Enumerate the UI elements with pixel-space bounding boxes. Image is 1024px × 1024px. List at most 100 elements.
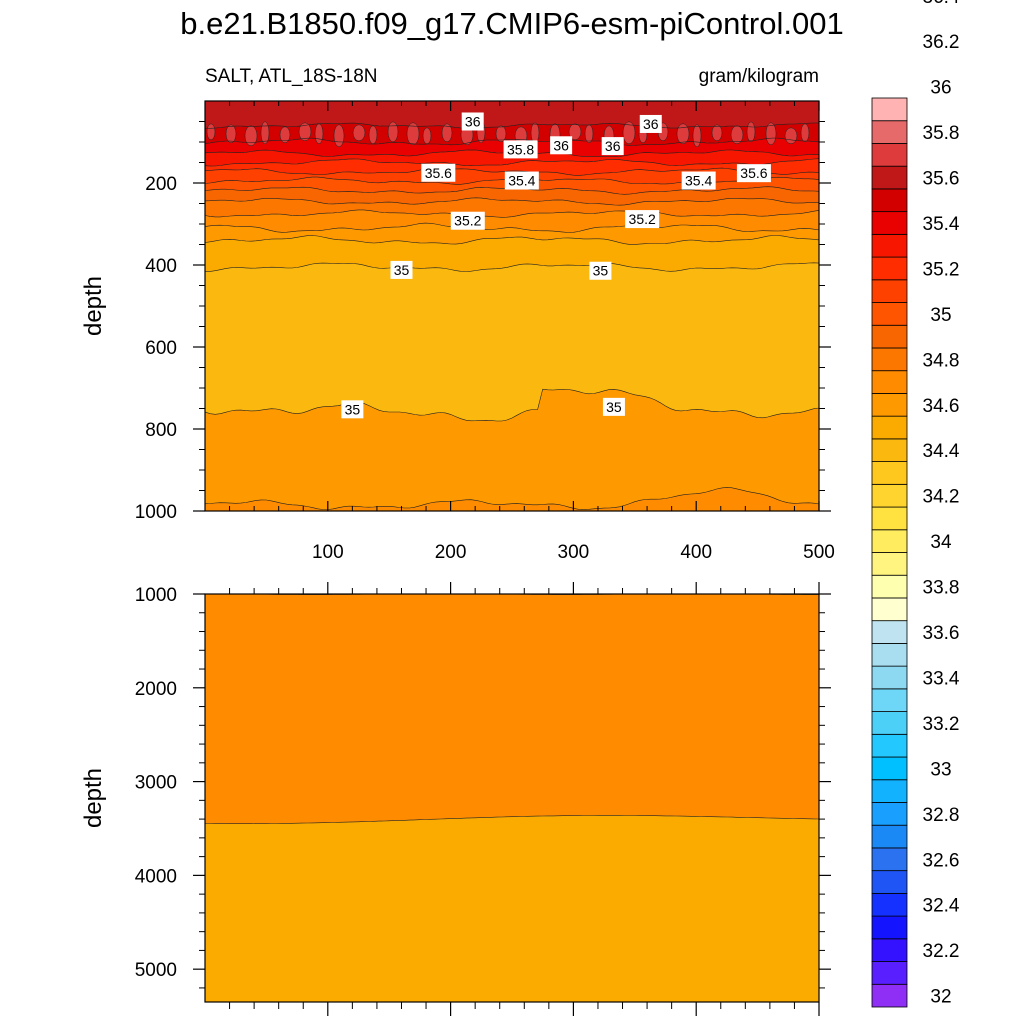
contour-blob [568, 123, 582, 141]
upper-contour-labels: 36 36 36 36 35.8 35.6 35.6 35.4 35.4 35.2 35.2 35 35… [341, 112, 771, 419]
colorbar: 36.4 36.2 36 35.8 35.6 35.4 35.2 35 34.8 34.6 34.4… [871, 0, 960, 1008]
contour-line [205, 167, 819, 176]
contour-label: 35.2 [625, 210, 660, 229]
colorbar-label: 36.4 [923, 0, 960, 8]
colorbar-label: 33.2 [923, 714, 960, 735]
contour-blob [387, 121, 399, 143]
x-tick-label: 500 [803, 542, 835, 563]
y-tick-label: 4000 [135, 866, 177, 887]
contour-blob [225, 124, 237, 144]
contour-blob [279, 126, 291, 144]
colorbar-swatch [871, 279, 908, 303]
colorbar-label: 32.2 [923, 941, 960, 962]
contour-label: 36 [550, 136, 573, 155]
colorbar-label: 34.4 [923, 441, 960, 462]
colorbar-label: 33.4 [923, 668, 960, 689]
contour-band [205, 487, 819, 511]
colorbar-swatch [871, 824, 908, 849]
colorbar-label: 35.4 [923, 214, 960, 235]
lower-contour-fill [205, 594, 819, 1002]
colorbar-swatch [871, 938, 908, 962]
y-tick-label: 5000 [135, 960, 177, 981]
contour-line [205, 122, 819, 129]
chart-title: b.e21.B1850.f09_g17.CMIP6-esm-piControl.… [180, 6, 843, 41]
colorbar-swatch [871, 438, 908, 463]
upper-contour-lines [205, 122, 819, 510]
colorbar-swatch [871, 983, 908, 1008]
contour-label: 35.4 [681, 171, 716, 190]
contour-blob [584, 124, 594, 144]
contour-blob [495, 125, 507, 143]
contour-band [205, 223, 819, 245]
colorbar-label: 34.6 [923, 396, 960, 417]
colorbar-swatch [871, 506, 908, 531]
contour-line [205, 487, 819, 510]
colorbar-swatch [871, 552, 908, 576]
colorbar-swatch [871, 915, 908, 940]
colorbar-swatch [871, 211, 908, 235]
contour-blob [746, 121, 756, 143]
colorbar-swatch [871, 165, 908, 190]
colorbar-swatch [871, 870, 908, 894]
svg-text:36: 36 [553, 137, 569, 153]
colorbar-label: 35.8 [923, 123, 960, 144]
contour-label: 35.6 [421, 163, 456, 182]
contour-line [205, 815, 819, 824]
colorbar-label: 34.2 [923, 487, 960, 508]
colorbar-swatch [871, 529, 908, 553]
y-tick-label: 600 [145, 338, 177, 359]
contour-blob [711, 124, 723, 142]
colorbar-swatch [871, 665, 908, 690]
colorbar-swatch [871, 415, 908, 440]
colorbar-swatch [871, 483, 908, 508]
svg-text:36: 36 [605, 138, 621, 154]
svg-text:35: 35 [394, 262, 410, 278]
y-tick-label: 1000 [135, 585, 177, 606]
colorbar-swatch [871, 961, 908, 985]
lower-axis-ticks: 1000 2000 3000 4000 5000 [135, 582, 831, 1016]
colorbar-label: 33 [930, 759, 951, 780]
colorbar-label: 36.2 [923, 32, 960, 53]
contour-band [205, 235, 819, 272]
svg-text:35: 35 [593, 263, 609, 279]
svg-text:36: 36 [465, 114, 481, 130]
colorbar-swatch [871, 347, 908, 372]
contour-line [205, 388, 819, 422]
contour-label: 36 [639, 114, 662, 133]
contour-line [205, 262, 819, 272]
contour-blob [800, 123, 810, 143]
svg-text:35.2: 35.2 [629, 211, 656, 227]
contour-label: 35.8 [503, 140, 538, 159]
contour-line [205, 222, 819, 233]
contour-line [205, 137, 819, 146]
colorbar-swatch [871, 120, 908, 144]
contour-blob [622, 121, 636, 145]
colorbar-swatch [871, 597, 908, 622]
upper-panel: 36 36 36 36 35.8 35.6 35.6 35.4 35.4 35.2 35.2 35 35… [80, 100, 835, 563]
svg-text:35.4: 35.4 [508, 173, 535, 189]
contour-label: 35.4 [504, 171, 539, 190]
contour-blob [441, 123, 453, 143]
y-tick-label: 2000 [135, 679, 177, 700]
svg-text:35.8: 35.8 [507, 141, 534, 157]
colorbar-swatch [871, 461, 908, 485]
contour-label: 36 [601, 137, 624, 156]
lower-plot-frame [204, 593, 820, 1003]
contour-line [205, 235, 819, 245]
contour-label: 36 [461, 112, 484, 131]
contour-band [205, 197, 819, 218]
contour-line [205, 158, 819, 167]
upper-y-axis-label: depth [80, 276, 107, 336]
colorbar-label: 33.8 [923, 578, 960, 599]
contour-line [205, 209, 819, 218]
contour-blob [314, 123, 324, 145]
svg-text:35.2: 35.2 [454, 213, 481, 229]
colorbar-swatch [871, 643, 908, 667]
colorbar-swatch [871, 688, 908, 712]
colorbar-swatch [871, 620, 908, 644]
svg-text:35: 35 [345, 401, 361, 417]
contour-blob [244, 125, 258, 147]
colorbar-swatch [871, 802, 908, 826]
colorbar-swatch [871, 892, 908, 917]
